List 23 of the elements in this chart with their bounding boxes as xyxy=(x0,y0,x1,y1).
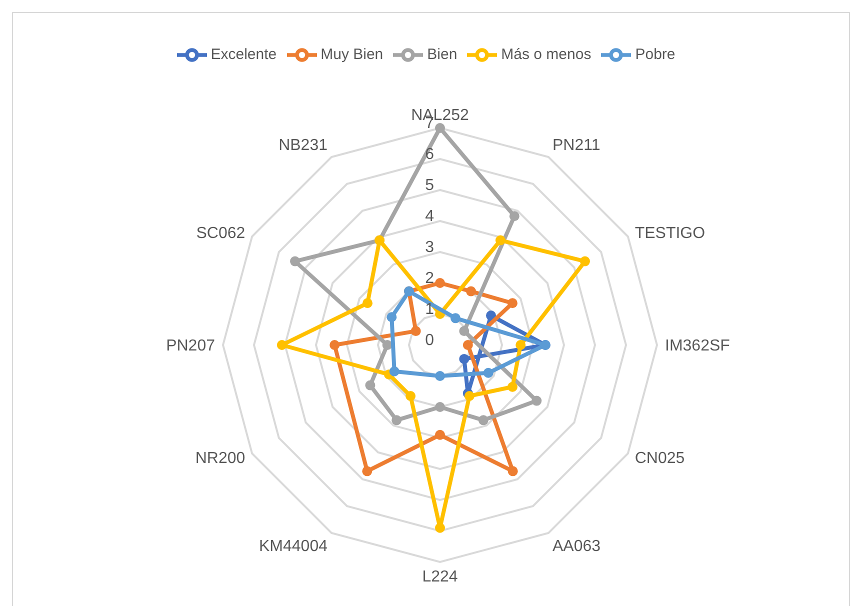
spoke-label: PN211 xyxy=(552,137,600,154)
spoke-label: CN025 xyxy=(634,450,685,468)
spoke-label: SC062 xyxy=(196,225,246,242)
legend-label: Bien xyxy=(427,46,458,63)
y-tick-label: 1 xyxy=(425,301,434,318)
y-tick-label: 6 xyxy=(425,146,434,163)
legend-label: Pobre xyxy=(635,46,676,63)
spoke-label: IM362SF xyxy=(665,338,730,355)
y-tick-label: 5 xyxy=(425,177,434,194)
spoke-label: KM44004 xyxy=(259,538,328,556)
y-tick-label: 2 xyxy=(425,270,434,287)
spoke-label: TESTIGO xyxy=(634,225,706,242)
y-tick-label: 3 xyxy=(425,239,434,256)
spoke-label: PN207 xyxy=(166,338,216,355)
y-tick-label: 4 xyxy=(425,208,434,225)
y-tick-label: 0 xyxy=(425,332,434,349)
legend-label: Muy Bien xyxy=(320,46,384,63)
legend-label: Más o menos xyxy=(501,46,592,63)
spoke-label: AA063 xyxy=(552,538,601,556)
legend-label: Excelente xyxy=(210,46,277,63)
spoke-label: L224 xyxy=(422,568,458,586)
spoke-label: NB231 xyxy=(278,137,328,154)
spoke-label: NR200 xyxy=(195,450,246,468)
